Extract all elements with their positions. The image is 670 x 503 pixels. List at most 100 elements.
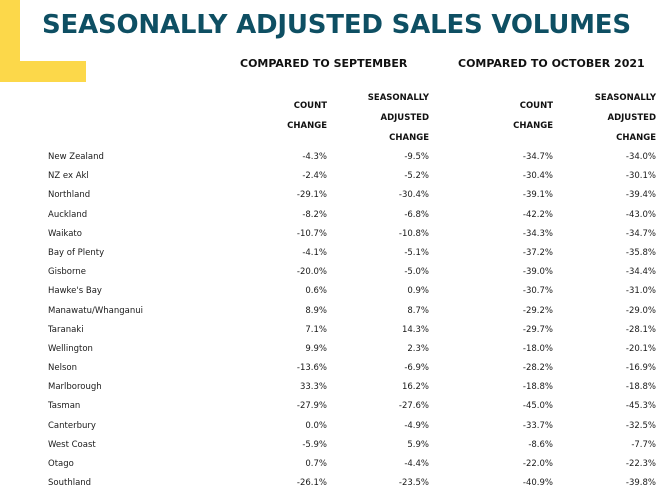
column-header-oct-count-change: COUNT CHANGE: [513, 96, 553, 136]
region-cell: West Coast: [48, 439, 96, 450]
oct-count-change-cell: -33.7%: [522, 420, 553, 431]
group-header-september: COMPARED TO SEPTEMBER: [240, 57, 408, 70]
oct-count-change-cell: -8.6%: [528, 439, 553, 450]
region-cell: Bay of Plenty: [48, 247, 105, 258]
oct-count-change-cell: -18.8%: [522, 382, 553, 393]
table-row: New Zealand -4.3% -9.5% -34.7% -34.0%: [0, 148, 670, 167]
region-cell: Waikato: [48, 228, 82, 239]
sep-count-change-cell: 33.3%: [299, 382, 327, 393]
column-header-sep-count-change: COUNT CHANGE: [287, 96, 327, 136]
oct-count-change-cell: -45.0%: [522, 401, 553, 412]
table-row: West Coast -5.9% 5.9% -8.6% -7.7%: [0, 436, 670, 455]
page-title: SEASONALLY ADJUSTED SALES VOLUMES: [42, 10, 631, 40]
sep-count-change-cell: -29.1%: [296, 190, 327, 201]
oct-seasonally-adjusted-cell: -7.7%: [631, 439, 656, 450]
sep-seasonally-adjusted-cell: -4.4%: [404, 459, 429, 469]
table-row: Waikato -10.7% -10.8% -34.3% -34.7%: [0, 225, 670, 244]
region-cell: Otago: [48, 459, 74, 469]
region-cell: Marlborough: [48, 382, 102, 393]
region-cell: Northland: [48, 190, 91, 201]
header-line: CHANGE: [513, 121, 553, 131]
sep-seasonally-adjusted-cell: -5.0%: [404, 267, 429, 278]
sep-seasonally-adjusted-cell: -5.2%: [404, 171, 429, 182]
table-row: Northland -29.1% -30.4% -39.1% -39.4%: [0, 186, 670, 205]
sep-seasonally-adjusted-cell: 14.3%: [401, 324, 429, 335]
header-line: COUNT: [293, 101, 327, 111]
region-cell: Auckland: [48, 209, 88, 220]
oct-seasonally-adjusted-cell: -31.0%: [625, 286, 656, 297]
sep-count-change-cell: -5.9%: [302, 439, 327, 450]
table-row: Canterbury 0.0% -4.9% -33.7% -32.5%: [0, 417, 670, 436]
sep-seasonally-adjusted-cell: -6.9%: [404, 363, 429, 374]
sep-count-change-cell: 0.6%: [305, 286, 327, 297]
header-line: CHANGE: [287, 121, 327, 131]
sep-seasonally-adjusted-cell: 5.9%: [407, 439, 429, 450]
table-row: Otago 0.7% -4.4% -22.0% -22.3%: [0, 455, 670, 474]
region-cell: Canterbury: [48, 420, 96, 431]
sep-seasonally-adjusted-cell: -10.8%: [398, 228, 429, 239]
oct-count-change-cell: -39.1%: [522, 190, 553, 201]
sep-count-change-cell: -20.0%: [296, 267, 327, 278]
region-cell: Tasman: [48, 401, 81, 412]
table-row: Taranaki 7.1% 14.3% -29.7% -28.1%: [0, 321, 670, 340]
oct-seasonally-adjusted-cell: -28.1%: [625, 324, 656, 335]
header-line: SEASONALLY: [367, 93, 429, 103]
oct-seasonally-adjusted-cell: -39.8%: [625, 478, 656, 489]
table-row: NZ ex Akl -2.4% -5.2% -30.4% -30.1%: [0, 167, 670, 186]
sep-seasonally-adjusted-cell: -5.1%: [404, 247, 429, 258]
table-row: Hawke's Bay 0.6% 0.9% -30.7% -31.0%: [0, 282, 670, 301]
sep-seasonally-adjusted-cell: 0.9%: [407, 286, 429, 297]
region-cell: Southland: [48, 478, 92, 489]
region-cell: Manawatu/Whanganui: [48, 305, 144, 316]
region-cell: Taranaki: [48, 324, 84, 335]
sep-count-change-cell: 7.1%: [305, 324, 327, 335]
header-line: COUNT: [519, 101, 553, 111]
oct-seasonally-adjusted-cell: -34.0%: [625, 152, 656, 162]
column-header-oct-seasonally-adjusted: SEASONALLY ADJUSTED CHANGE: [595, 88, 656, 148]
header-line: CHANGE: [616, 133, 656, 143]
oct-seasonally-adjusted-cell: -34.4%: [625, 267, 656, 278]
oct-count-change-cell: -39.0%: [522, 267, 553, 278]
sep-count-change-cell: -10.7%: [296, 228, 327, 239]
oct-count-change-cell: -30.4%: [522, 171, 553, 182]
table-row: Tasman -27.9% -27.6% -45.0% -45.3%: [0, 397, 670, 416]
oct-seasonally-adjusted-cell: -39.4%: [625, 190, 656, 201]
oct-count-change-cell: -30.7%: [522, 286, 553, 297]
sep-seasonally-adjusted-cell: -4.9%: [404, 420, 429, 431]
sep-count-change-cell: 0.0%: [305, 420, 327, 431]
table-row: Nelson -13.6% -6.9% -28.2% -16.9%: [0, 359, 670, 378]
table-row: Southland -26.1% -23.5% -40.9% -39.8%: [0, 474, 670, 493]
oct-count-change-cell: -37.2%: [522, 247, 553, 258]
sep-seasonally-adjusted-cell: 16.2%: [401, 382, 429, 393]
oct-seasonally-adjusted-cell: -30.1%: [625, 171, 656, 182]
header-line: SEASONALLY: [594, 93, 656, 103]
oct-seasonally-adjusted-cell: -35.8%: [625, 247, 656, 258]
oct-count-change-cell: -29.2%: [522, 305, 553, 316]
sep-seasonally-adjusted-cell: 2.3%: [407, 343, 429, 354]
oct-count-change-cell: -34.7%: [522, 152, 553, 162]
oct-count-change-cell: -40.9%: [522, 478, 553, 489]
column-header-sep-seasonally-adjusted: SEASONALLY ADJUSTED CHANGE: [368, 88, 429, 148]
region-cell: NZ ex Akl: [48, 171, 89, 182]
sep-count-change-cell: 9.9%: [305, 343, 327, 354]
region-cell: Nelson: [48, 363, 77, 374]
table-row: Marlborough 33.3% 16.2% -18.8% -18.8%: [0, 378, 670, 397]
oct-seasonally-adjusted-cell: -45.3%: [625, 401, 656, 412]
sep-seasonally-adjusted-cell: -23.5%: [398, 478, 429, 489]
header-line: ADJUSTED: [607, 113, 656, 123]
sep-count-change-cell: -27.9%: [296, 401, 327, 412]
sep-count-change-cell: -13.6%: [296, 363, 327, 374]
sep-seasonally-adjusted-cell: -30.4%: [398, 190, 429, 201]
sep-seasonally-adjusted-cell: 8.7%: [407, 305, 429, 316]
table-row: Manawatu/Whanganui 8.9% 8.7% -29.2% -29.0%: [0, 302, 670, 321]
sep-count-change-cell: -2.4%: [302, 171, 327, 182]
oct-count-change-cell: -22.0%: [522, 459, 553, 469]
oct-count-change-cell: -42.2%: [522, 209, 553, 220]
sep-count-change-cell: 0.7%: [305, 459, 327, 469]
oct-seasonally-adjusted-cell: -29.0%: [625, 305, 656, 316]
oct-count-change-cell: -18.0%: [522, 343, 553, 354]
oct-seasonally-adjusted-cell: -34.7%: [625, 228, 656, 239]
sep-count-change-cell: 8.9%: [305, 305, 327, 316]
sep-seasonally-adjusted-cell: -27.6%: [398, 401, 429, 412]
sep-seasonally-adjusted-cell: -6.8%: [404, 209, 429, 220]
